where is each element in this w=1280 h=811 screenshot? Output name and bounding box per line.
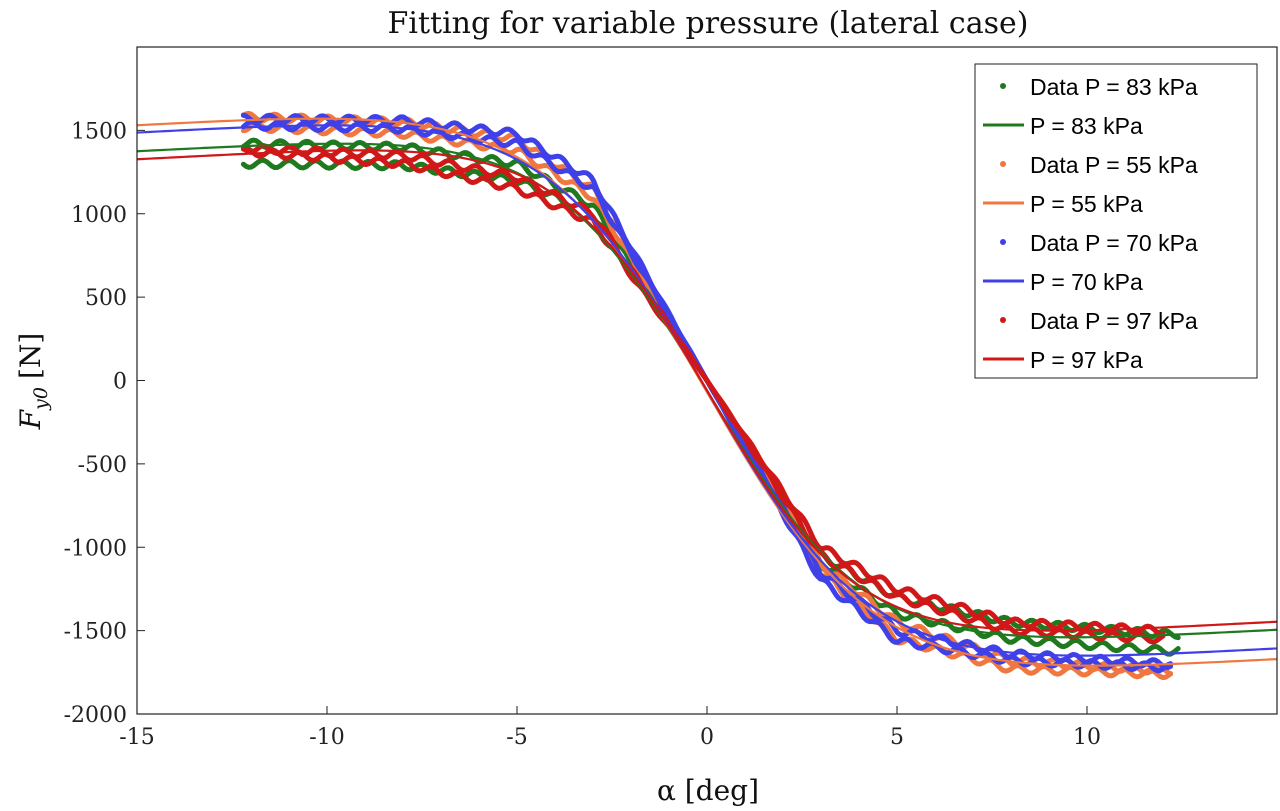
legend-label-fit: P = 97 kPa [1030,347,1143,373]
x-tick-label: 5 [890,725,904,750]
legend-marker-data [1000,83,1006,89]
x-axis-label: α [deg] [657,774,759,807]
x-tick-label: 0 [700,725,714,750]
y-axis: 1500 1000 500 0 -500 -1000 -1500 -2000 [64,119,145,728]
legend-label-data: Data P = 83 kPa [1030,74,1198,100]
x-tick-label: 10 [1073,725,1101,750]
legend-marker-data [1000,161,1006,167]
y-tick-label: -500 [78,453,127,478]
legend: Data P = 83 kPa P = 83 kPa Data P = 55 kPa… [974,63,1258,379]
legend-box [974,63,1258,379]
plot-area [137,110,1277,681]
y-tick-label: -2000 [64,703,127,728]
y-axis-label-unit: [N] [14,333,47,379]
x-axis: -15 -10 -5 0 5 10 [119,706,1101,750]
legend-label-fit: P = 83 kPa [1030,113,1143,139]
legend-label-data: Data P = 70 kPa [1030,230,1198,256]
y-tick-label: 0 [113,370,127,395]
y-tick-label: 1000 [71,203,127,228]
x-tick-label: -15 [119,725,154,750]
fit-line-4 [137,149,1277,632]
y-axis-label: Fy0 [N] [14,333,52,431]
legend-label-fit: P = 70 kPa [1030,269,1143,295]
y-tick-label: -1000 [64,536,127,561]
y-tick-label: -1500 [64,620,127,645]
legend-label-data: Data P = 55 kPa [1030,152,1198,178]
legend-label-data: Data P = 97 kPa [1030,308,1198,334]
y-axis-label-sub: y0 [30,387,52,411]
legend-label-fit: P = 55 kPa [1030,191,1143,217]
x-tick-label: -10 [309,725,344,750]
x-tick-label: -5 [506,725,527,750]
legend-marker-data [1000,239,1006,245]
y-tick-label: 500 [85,286,127,311]
chart-title: Fitting for variable pressure (lateral c… [388,6,1029,41]
y-axis-label-main: F [14,408,47,430]
y-tick-label: 1500 [71,119,127,144]
legend-marker-data [1000,317,1006,323]
